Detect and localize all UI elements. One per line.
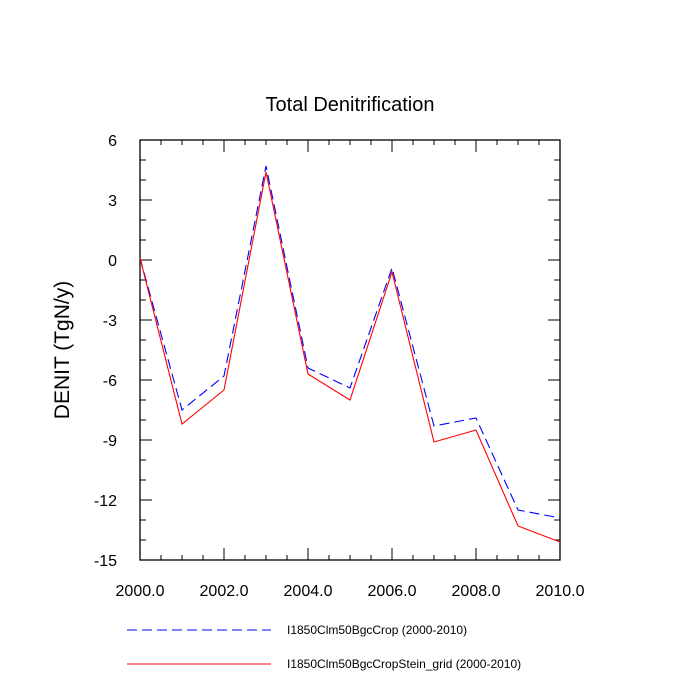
legend-label-1: I1850Clm50BgcCrop (2000-2010) [287,623,467,637]
y-tick-label: 3 [108,193,117,210]
y-tick-label: -12 [94,493,117,510]
y-tick-label: 6 [108,133,117,150]
x-tick-label: 2008.0 [452,583,501,600]
x-tick-label: 2000.0 [116,583,165,600]
x-tick-label: 2006.0 [368,583,417,600]
y-tick-label: -15 [94,553,117,570]
y-axis-label: DENIT (TgN/y) [51,281,74,419]
x-tick-label: 2004.0 [284,583,333,600]
y-tick-label: -3 [103,313,117,330]
y-tick-label: -6 [103,373,117,390]
x-tick-label: 2002.0 [200,583,249,600]
plot-frame [139,139,561,561]
y-tick-label: -9 [103,433,117,450]
series-line-1 [139,165,561,519]
chart-title: Total Denitrification [266,94,435,116]
x-tick-label: 2010.0 [536,583,585,600]
legend-label-2: I1850Clm50BgcCropStein_grid (2000-2010) [287,657,521,671]
series-line-2 [139,171,561,543]
y-tick-label: 0 [108,253,117,270]
